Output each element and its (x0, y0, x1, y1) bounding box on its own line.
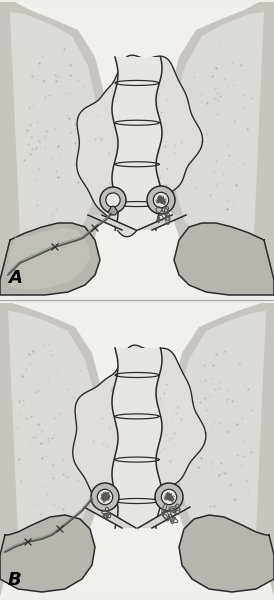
Polygon shape (138, 507, 190, 528)
Polygon shape (108, 206, 118, 215)
Polygon shape (179, 515, 274, 592)
Polygon shape (112, 57, 162, 230)
Circle shape (100, 187, 126, 213)
Circle shape (97, 490, 113, 505)
Polygon shape (0, 2, 110, 295)
Polygon shape (73, 345, 206, 527)
Text: B: B (8, 571, 22, 589)
Polygon shape (138, 215, 186, 230)
Circle shape (161, 490, 177, 505)
Polygon shape (8, 311, 98, 545)
Polygon shape (164, 2, 274, 295)
Polygon shape (176, 311, 266, 545)
Polygon shape (112, 348, 162, 528)
Polygon shape (5, 228, 90, 290)
Polygon shape (0, 2, 274, 295)
Circle shape (153, 192, 169, 208)
Text: A: A (8, 269, 22, 287)
Polygon shape (0, 223, 100, 295)
Polygon shape (10, 12, 100, 247)
Polygon shape (77, 55, 202, 237)
Circle shape (155, 483, 183, 511)
Circle shape (147, 186, 175, 214)
Polygon shape (174, 223, 274, 295)
Polygon shape (0, 515, 95, 592)
Circle shape (91, 483, 119, 511)
Polygon shape (84, 507, 136, 528)
Polygon shape (172, 12, 264, 247)
Polygon shape (88, 215, 136, 230)
Polygon shape (0, 303, 107, 597)
Polygon shape (0, 303, 274, 597)
Polygon shape (167, 303, 274, 597)
Circle shape (106, 193, 120, 207)
